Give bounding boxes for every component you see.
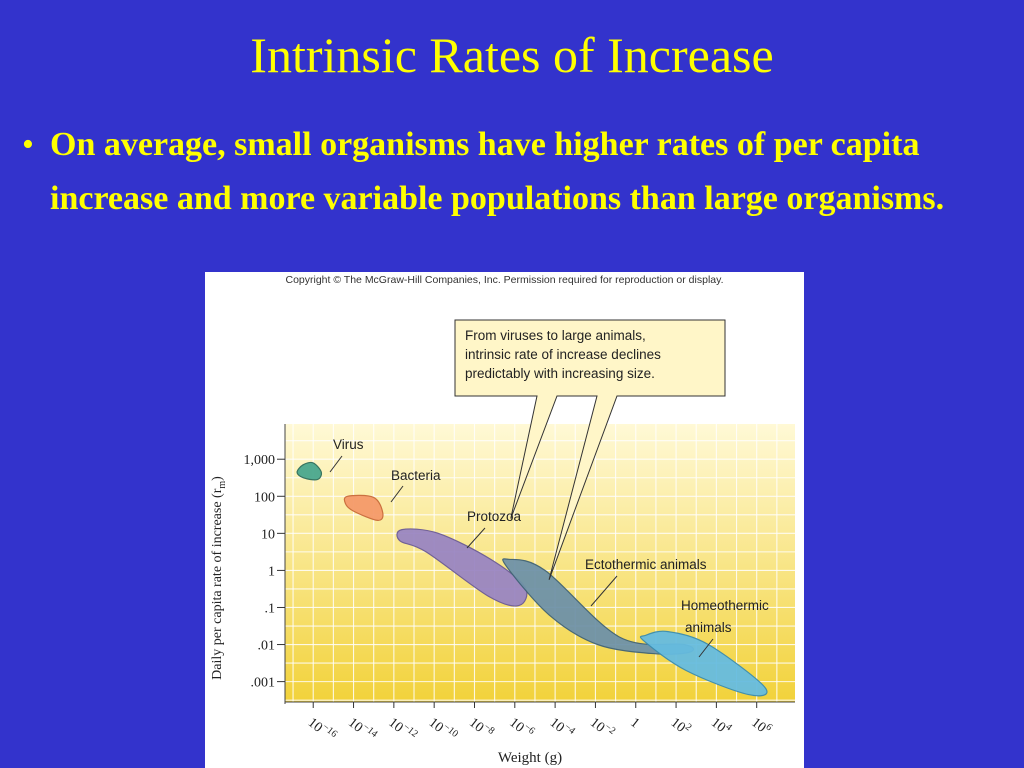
y-tick-label: 100 (254, 490, 275, 505)
y-axis-label: Daily per capita rate of increase (rm) (210, 476, 228, 680)
leader-line (329, 455, 343, 473)
region-homeothermic-animals (639, 630, 768, 697)
x-tick-label: 10−14 (345, 713, 379, 745)
label-protozoa: Protozoa (467, 509, 522, 524)
x-tick-label: 102 (668, 713, 694, 739)
y-tick-label: .1 (265, 601, 276, 616)
bullet-dot: • (22, 126, 34, 163)
callout-text-line: intrinsic rate of increase declines (465, 347, 661, 362)
x-tick-label: 10−2 (587, 713, 617, 742)
leader-line (590, 575, 618, 607)
y-tick-label: 1,000 (244, 453, 276, 468)
leader-line (698, 638, 714, 658)
leader-line (390, 485, 404, 503)
bullet-point: • On average, small organisms have highe… (22, 118, 1012, 226)
x-tick-label: 10−4 (547, 713, 577, 742)
callout-text-line: From viruses to large animals, (465, 328, 646, 343)
x-tick-label: 10−6 (506, 713, 536, 742)
y-tick-label: 1 (268, 564, 275, 579)
intrinsic-rate-chart: 1,000 100 10 1 .1 .01 .001 10−16 10−14 10−12 10−10… (210, 319, 795, 766)
label-animals: animals (685, 620, 732, 635)
x-tick-label: 106 (748, 713, 774, 739)
label-virus: Virus (333, 437, 364, 452)
y-tick-label: 10 (261, 527, 275, 542)
callout-text-line: predictably with increasing size. (465, 366, 655, 381)
slide-title: Intrinsic Rates of Increase (250, 27, 774, 83)
x-tick-label: 10−10 (426, 713, 460, 745)
x-tick-label: 10−8 (466, 713, 496, 742)
label-ectothermic-animals: Ectothermic animals (585, 557, 707, 572)
region-bacteria (343, 494, 384, 522)
label-homeothermic: Homeothermic (681, 598, 769, 613)
copyright-notice: Copyright © The McGraw-Hill Companies, I… (285, 274, 724, 286)
bullet-text: On average, small organisms have higher … (50, 126, 945, 217)
x-tick-label: 104 (708, 713, 734, 739)
label-bacteria: Bacteria (391, 468, 441, 483)
leader-line (466, 527, 486, 549)
figure-panel: Copyright © The McGraw-Hill Companies, I… (205, 272, 804, 768)
x-tick-label: 10−12 (385, 713, 419, 745)
x-tick-label: 10−16 (305, 713, 339, 745)
region-virus (296, 461, 323, 481)
y-tick-label: .01 (258, 639, 276, 654)
x-tick-label: 1 (627, 715, 642, 731)
y-tick-label: .001 (251, 676, 276, 691)
callout-box (454, 319, 726, 580)
region-protozoa (396, 528, 528, 607)
x-axis-label: Weight (g) (498, 750, 562, 766)
